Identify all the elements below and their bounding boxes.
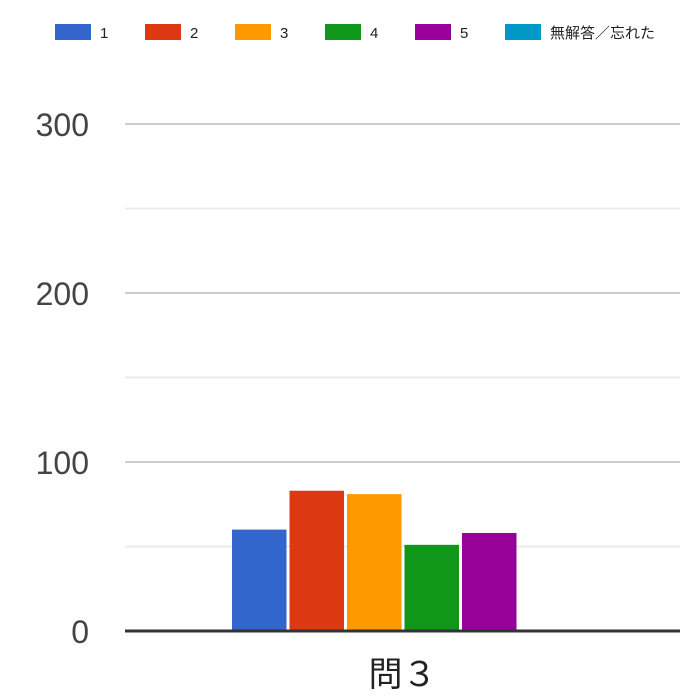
legend-label: 1 bbox=[100, 25, 108, 42]
legend-swatch bbox=[415, 24, 451, 40]
bar-series-5 bbox=[462, 532, 517, 631]
bars bbox=[232, 490, 517, 631]
y-tick-label: 200 bbox=[36, 276, 89, 312]
bar-series-3 bbox=[347, 494, 402, 631]
y-tick-label: 100 bbox=[36, 445, 89, 481]
legend-label: 5 bbox=[460, 25, 468, 42]
legend: 1 2 3 4 5 無解答／忘れた bbox=[55, 24, 655, 42]
legend-label: 2 bbox=[190, 25, 198, 42]
legend-item: 2 bbox=[145, 24, 198, 42]
legend-swatch bbox=[505, 24, 541, 40]
legend-item: 1 bbox=[55, 24, 108, 42]
legend-swatch bbox=[325, 24, 361, 40]
legend-swatch bbox=[55, 24, 91, 40]
legend-item: 無解答／忘れた bbox=[505, 24, 655, 42]
bar-series-1 bbox=[232, 529, 287, 631]
legend-item: 5 bbox=[415, 24, 468, 42]
legend-label: 3 bbox=[280, 25, 288, 42]
legend-label: 4 bbox=[370, 25, 378, 42]
legend-label: 無解答／忘れた bbox=[550, 25, 655, 42]
y-axis: 0 100 200 300 bbox=[36, 107, 89, 650]
bar-series-4 bbox=[404, 544, 459, 631]
legend-swatch bbox=[235, 24, 271, 40]
x-axis: 問３ bbox=[125, 629, 680, 694]
y-tick-label: 300 bbox=[36, 107, 89, 143]
legend-swatch bbox=[145, 24, 181, 40]
gridlines bbox=[125, 123, 680, 548]
legend-item: 3 bbox=[235, 24, 288, 42]
legend-item: 4 bbox=[325, 24, 378, 42]
x-tick-label: 問３ bbox=[369, 656, 437, 694]
bar-series-2 bbox=[289, 490, 344, 631]
y-tick-label: 0 bbox=[71, 614, 89, 650]
